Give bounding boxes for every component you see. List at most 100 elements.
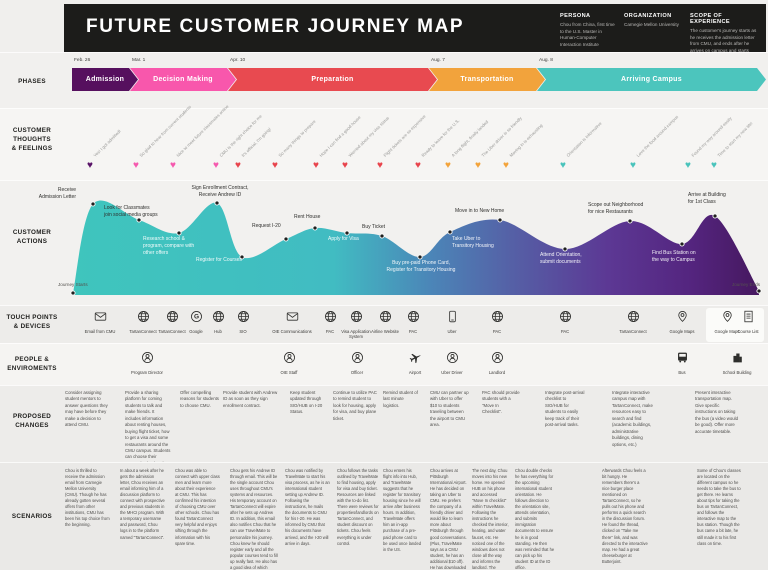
phases-band: Feb. 26 Admission Mar. 1 Decision Making Apr…: [0, 52, 768, 109]
feeling-label: So many things to prepare: [277, 118, 317, 158]
touchpoint-item: PAC: [308, 310, 352, 334]
item-label: Officer: [350, 370, 364, 375]
globe-icon: [137, 311, 149, 322]
item-label: PAC: [560, 329, 570, 334]
scenario-note: Chou follows the tasks outlined by Trave…: [337, 468, 379, 546]
item-label: OIE Communications: [272, 329, 312, 334]
phase-date: Mar. 1: [132, 58, 146, 63]
feeling-label: Flight tickets are so expensive: [382, 113, 427, 158]
proposed-change-note: Integrate post-arrival checklist to SIO/…: [545, 390, 585, 428]
phase-label: Arriving Campus: [621, 76, 682, 83]
scenarios-band: Chou is thrilled to receive the admissio…: [0, 462, 768, 570]
item-label: Uber: [447, 329, 457, 334]
persona-heading: PERSONA: [560, 13, 591, 19]
item-label: Hub: [214, 329, 222, 334]
touchpoint-item: TartanConnect: [150, 310, 194, 334]
scenario-note: Chou was notified by TravelMate to start…: [285, 468, 330, 546]
item-label: Airline Website: [371, 329, 399, 334]
email-icon: [94, 312, 106, 321]
item-label: Uber Driver: [441, 370, 463, 375]
touchpoint-item: Airline Website: [363, 310, 407, 334]
journey-point: [379, 233, 385, 239]
item-label: Google Maps: [714, 329, 740, 334]
person-icon: [446, 352, 458, 363]
row-label-scenarios: SCENARIOS: [11, 513, 53, 520]
plane-icon: [409, 353, 421, 364]
globe-icon: [491, 311, 503, 322]
journey-point: [214, 200, 220, 206]
row-label-thoughts: CUSTOMER THOUGHTS & FEELINGS: [11, 127, 53, 153]
heart-icon: ♥: [313, 160, 319, 171]
persona-body: Chou from China, first time to the U.S. …: [560, 22, 615, 47]
action-label: Journey Ends: [731, 282, 760, 287]
emotion-curve-chart: [70, 200, 762, 296]
action-label: Apply for Visa: [328, 236, 359, 242]
journey-point: [497, 217, 503, 223]
journey-point: [447, 229, 453, 235]
thoughts-band: Yes! I got admitted! ♥ So glad to hear fro…: [0, 104, 768, 181]
touchpoint-item: Course List: [726, 310, 768, 334]
item-label: TartanConnect: [129, 329, 157, 334]
emotion-curve-area: [73, 200, 759, 295]
action-label: Take Uber to Transitory Housing: [452, 236, 494, 249]
item-label: PAC: [325, 329, 335, 334]
touchpoint-item: PAC: [391, 310, 435, 334]
phone-icon: [448, 310, 456, 323]
building-icon: [732, 353, 742, 363]
proposed-change-note: Integrate interactive campus map with Ta…: [612, 390, 653, 447]
action-label: Find Bus Station on the way to Campus: [652, 250, 696, 263]
phase-date: Aug. 7: [431, 58, 445, 63]
proposed-change-note: Offer compelling reasons for students to…: [180, 390, 219, 408]
person-icon: [351, 352, 363, 363]
proposed-change-note: Present interactive transportation map. …: [695, 390, 738, 434]
action-label: Research school & program, compare with …: [143, 236, 195, 256]
feeling-label: Orientation is informative: [565, 120, 603, 158]
heart-icon: ♥: [685, 160, 691, 171]
proposed-change-note: Continue to utilize PAC to remind studen…: [333, 390, 377, 421]
globe-icon: [407, 311, 419, 322]
phase-date: Feb. 26: [74, 58, 91, 63]
proposed-change-note: Consider assigning student mentors to an…: [65, 390, 108, 428]
globe-icon: [559, 311, 571, 322]
journey-point: [312, 225, 318, 231]
heart-icon: ♥: [272, 160, 278, 171]
svg-text:G: G: [193, 314, 198, 321]
touchpoint-item: SIO: [221, 310, 265, 334]
touchpoint-item: TartanConnect: [611, 310, 655, 334]
scope-heading: SCOPE OF EXPERIENCE: [690, 13, 731, 25]
journey-point: [344, 230, 350, 236]
touchpoint-item: Email from CMU: [78, 310, 122, 334]
touchpoint-item: TartanConnect: [121, 310, 165, 334]
highlight-card: [706, 308, 764, 342]
heart-icon: ♥: [475, 160, 481, 171]
item-label: Visa Application System: [341, 329, 371, 340]
item-label: SIO: [239, 329, 247, 334]
phase-label: Decision Making: [153, 76, 213, 83]
feeling-label: CMU is the right choice for me: [218, 113, 263, 158]
item-label: Email from CMU: [84, 329, 116, 334]
scenario-note: Chou is thrilled to receive the admissio…: [65, 468, 110, 528]
map-pin-icon: [722, 311, 732, 322]
scenario-note: Chou gets his Andrew ID through email. T…: [230, 468, 278, 570]
heart-icon: ♥: [630, 160, 636, 171]
row-label-phases: PHASES: [18, 78, 46, 85]
journey-point: [756, 288, 762, 294]
phase-ribbon-decision-making: Decision Making: [130, 68, 236, 91]
feeling-label: Love the food around campus: [635, 114, 680, 158]
action-label: Attend Orientation, submit documents: [540, 252, 582, 265]
item-label: Course List: [737, 329, 759, 334]
row-label-touch: TOUCH POINTS & DEVICES: [6, 314, 58, 331]
journey-point: [627, 218, 633, 224]
scenario-note: Some of Chou's classes are located on th…: [697, 468, 741, 546]
proposed-change-note: Provide student with Andrew ID as soon a…: [223, 390, 278, 408]
journey-point: [70, 290, 76, 296]
row-label-people: PEOPLE & ENVIROMENTS: [7, 356, 57, 373]
header-bar: FUTURE CUSTOMER JOURNEY MAP PERSONA Chou…: [64, 4, 766, 60]
heart-icon: ♥: [445, 160, 451, 171]
globe-icon: [166, 311, 178, 322]
item-label: OIE Staff: [280, 370, 298, 375]
page-title: FUTURE CUSTOMER JOURNEY MAP: [86, 16, 465, 37]
organization-body: Carnegie Mellon University: [624, 22, 679, 27]
row-label-proposed: PROPOSED CHANGES: [12, 413, 52, 430]
